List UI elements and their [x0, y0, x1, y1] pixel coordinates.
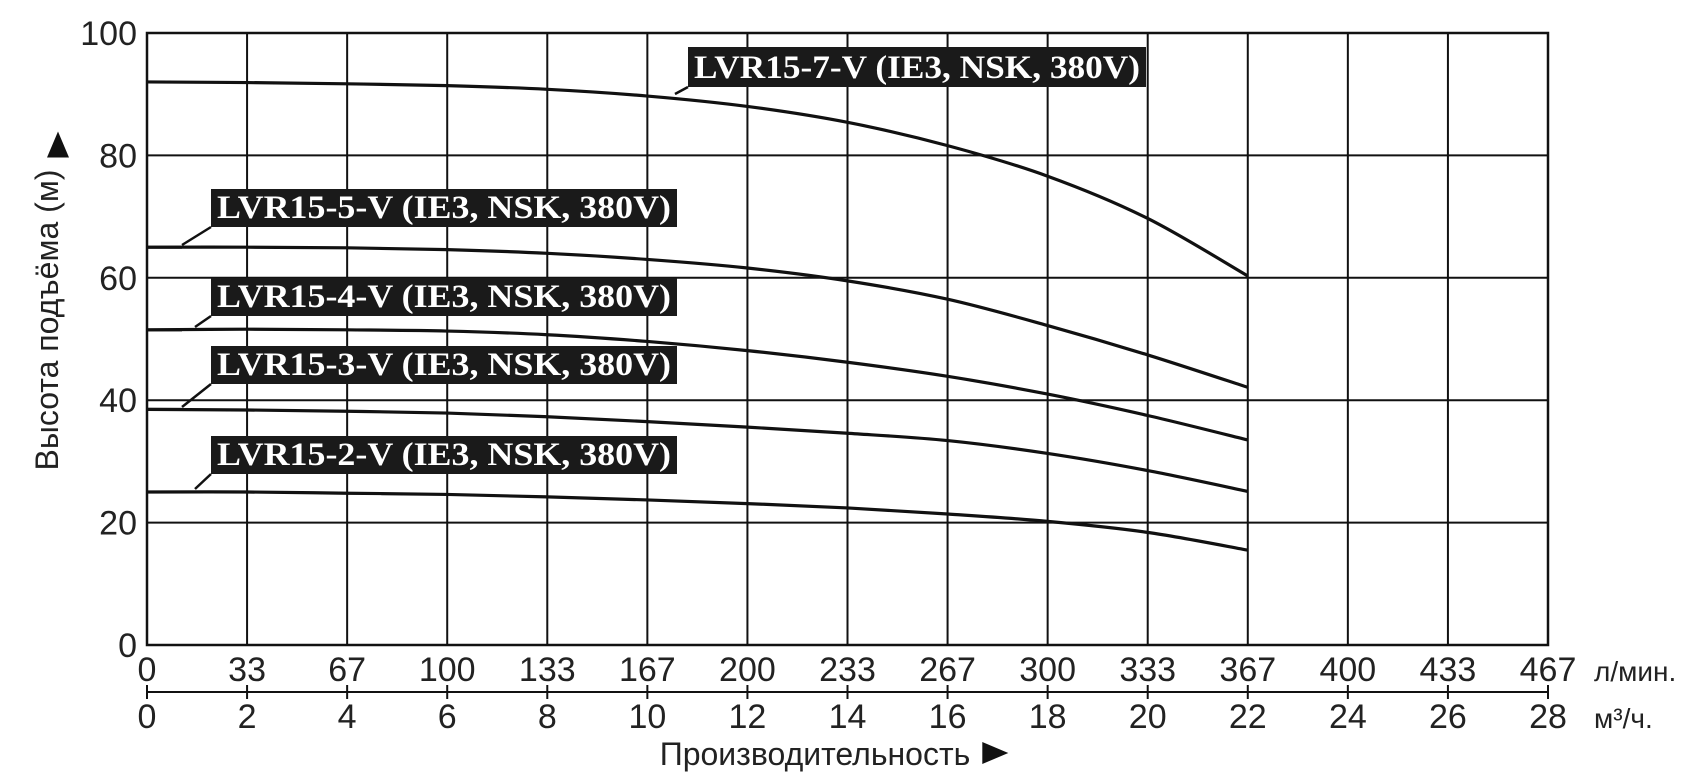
series-line [146, 80, 1249, 278]
series-label-box [211, 436, 677, 474]
x-tick-label-m3h: 22 [1229, 698, 1267, 736]
x-tick-label-lmin: 300 [1019, 651, 1076, 689]
series-label-leader [194, 314, 212, 329]
series-line [146, 407, 1249, 493]
x-tick-label-lmin: 433 [1420, 651, 1477, 689]
x-tick-label-lmin: 200 [719, 651, 776, 689]
series-4: LVR15-3-V (IE3, NSK, 380V) [146, 346, 1249, 493]
x-unit-m3h: м³/ч. [1594, 703, 1653, 734]
series-label-box [211, 278, 677, 316]
x-tick-label-m3h: 4 [338, 698, 357, 736]
series-5: LVR15-2-V (IE3, NSK, 380V) [146, 436, 1249, 552]
x-tick-label-m3h: 0 [138, 698, 157, 736]
grid [145, 31, 1550, 647]
series-line [146, 327, 1249, 442]
x-tick-label-m3h: 20 [1129, 698, 1167, 736]
x-tick-label-m3h: 16 [929, 698, 967, 736]
y-tick-label: 80 [99, 137, 137, 175]
series-line [146, 490, 1249, 552]
series-label-leader [181, 225, 212, 247]
series-label-leader [194, 473, 212, 490]
x-tick-label-m3h: 12 [729, 698, 767, 736]
series-line [146, 245, 1249, 389]
x-tick-label-m3h: 10 [628, 698, 666, 736]
series-2: LVR15-5-V (IE3, NSK, 380V) [146, 189, 1249, 389]
y-tick-label: 20 [99, 505, 137, 543]
x-tick-label-lmin: 400 [1319, 651, 1376, 689]
x-tick-label-lmin: 0 [138, 651, 157, 689]
series-label: LVR15-7-V (IE3, NSK, 380V) [694, 50, 1140, 86]
x-tick-label-m3h: 18 [1029, 698, 1067, 736]
series-group: LVR15-7-V (IE3, NSK, 380V) LVR15-5-V (IE3… [146, 47, 1249, 552]
series-label-box [211, 346, 677, 384]
y-axis-arrow-icon [47, 131, 69, 158]
x-tick-label-lmin: 167 [619, 651, 676, 689]
series-label-box [688, 47, 1146, 87]
series-label: LVR15-2-V (IE3, NSK, 380V) [217, 437, 671, 473]
x-tick-label-lmin: 100 [419, 651, 476, 689]
x-tick-label-lmin: 67 [328, 651, 366, 689]
y-tick-label: 0 [118, 627, 137, 665]
y-axis-ticks: 0 20 40 60 80 100 [47, 15, 137, 665]
x-tick-label-lmin: 33 [228, 651, 266, 689]
x-axis: 0033267410061338167102001223314267163001… [138, 651, 1676, 764]
y-tick-label: 100 [80, 15, 137, 53]
series-label-box [211, 189, 677, 227]
series-3: LVR15-4-V (IE3, NSK, 380V) [146, 278, 1249, 442]
x-tick-label-m3h: 8 [538, 698, 557, 736]
y-axis-title: Высота подъёма (м) [29, 170, 65, 471]
series-label-leader [674, 85, 689, 96]
series-label: LVR15-5-V (IE3, NSK, 380V) [217, 190, 671, 226]
x-tick-label-lmin: 333 [1119, 651, 1176, 689]
x-tick-label-lmin: 267 [919, 651, 976, 689]
x-tick-label-m3h: 2 [238, 698, 257, 736]
x-tick-label-lmin: 367 [1219, 651, 1276, 689]
x-tick-label-m3h: 14 [829, 698, 867, 736]
x-unit-lmin: л/мин. [1594, 656, 1676, 687]
x-tick-label-m3h: 6 [438, 698, 457, 736]
y-tick-label: 40 [99, 382, 137, 420]
x-tick-label-m3h: 26 [1429, 698, 1467, 736]
x-tick-label-lmin: 467 [1520, 651, 1577, 689]
x-tick-label-lmin: 233 [819, 651, 876, 689]
x-tick-label-lmin: 133 [519, 651, 576, 689]
series-label: LVR15-4-V (IE3, NSK, 380V) [217, 279, 671, 315]
x-axis-title: Производительность [660, 736, 971, 772]
x-axis-title-group: Производительность [660, 736, 971, 772]
series-label: LVR15-3-V (IE3, NSK, 380V) [217, 347, 671, 383]
x-tick-label-m3h: 24 [1329, 698, 1367, 736]
series-label-leader [181, 383, 212, 408]
y-tick-label: 60 [99, 260, 137, 298]
x-axis-arrow-icon [982, 742, 1009, 764]
plot-frame [145, 31, 1550, 647]
x-tick-label-m3h: 28 [1529, 698, 1567, 736]
series-1: LVR15-7-V (IE3, NSK, 380V) [146, 47, 1249, 278]
